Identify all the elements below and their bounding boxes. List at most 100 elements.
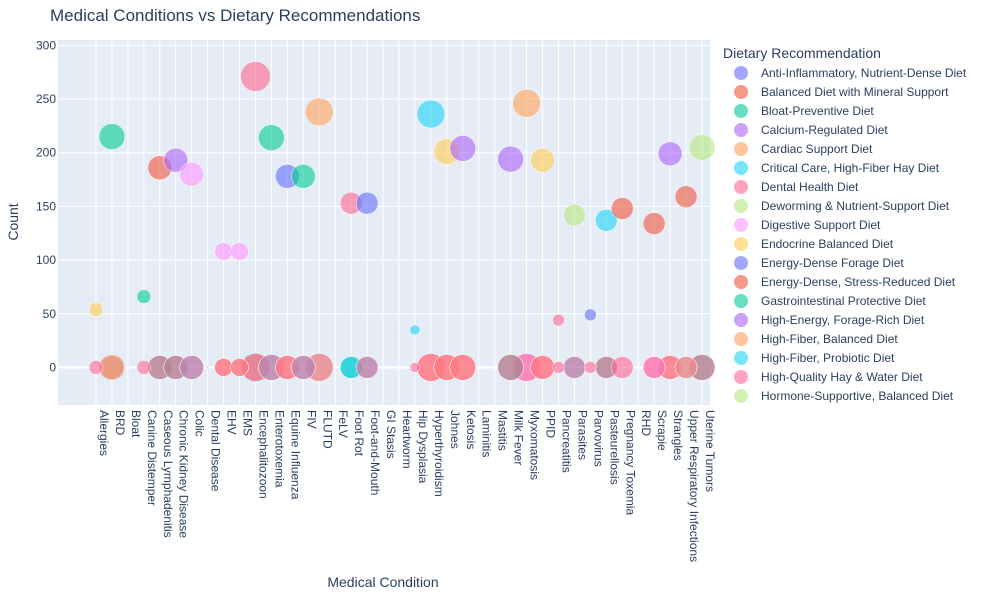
data-point[interactable]: [497, 145, 524, 173]
legend-item[interactable]: Calcium-Regulated Diet: [734, 123, 888, 137]
legend-item[interactable]: High-Quality Hay & Water Diet: [734, 370, 923, 384]
data-point[interactable]: [291, 355, 316, 380]
legend-item[interactable]: Critical Care, High-Fiber Hay Diet: [734, 161, 940, 175]
x-tick-label: Parvovirus: [591, 410, 605, 467]
data-point[interactable]: [230, 242, 249, 261]
legend-item[interactable]: Digestive Support Diet: [734, 218, 881, 232]
data-point[interactable]: [88, 302, 104, 317]
data-point[interactable]: [611, 356, 634, 379]
data-point[interactable]: [206, 366, 209, 369]
legend-item[interactable]: High-Fiber, Probiotic Diet: [734, 351, 895, 365]
x-tick-label: Equine Influenza: [288, 410, 302, 500]
legend-marker: [734, 123, 748, 137]
legend[interactable]: Anti-Inflammatory, Nutrient-Dense Diet Ba…: [734, 66, 967, 403]
legend-label: Energy-Dense Forage Diet: [761, 256, 904, 270]
data-point[interactable]: [642, 356, 666, 379]
data-point[interactable]: [563, 203, 586, 227]
data-point[interactable]: [240, 61, 271, 92]
x-axis-ticks: Allergies BRD Bloat Canine Distemper Caseous…: [97, 410, 717, 562]
x-axis-title: Medical Condition: [327, 574, 438, 590]
data-point[interactable]: [214, 242, 233, 261]
x-tick-label: Uterine Tumors: [703, 410, 717, 492]
data-point[interactable]: [355, 356, 379, 379]
data-point[interactable]: [163, 147, 188, 173]
legend-item[interactable]: Dental Health Diet: [734, 180, 859, 194]
legend-item[interactable]: Gastrointestinal Protective Diet: [734, 294, 926, 308]
data-point[interactable]: [642, 212, 666, 235]
data-point[interactable]: [305, 97, 334, 127]
x-tick-label: Parasites: [575, 410, 589, 460]
x-tick-label: Upper Respiratory Infections: [687, 410, 701, 562]
data-point[interactable]: [409, 324, 421, 336]
data-point[interactable]: [88, 360, 104, 375]
legend-label: Gastrointestinal Protective Diet: [761, 294, 926, 308]
x-tick-label: Foot Rot: [352, 410, 366, 457]
legend-marker: [734, 294, 748, 308]
data-point[interactable]: [179, 161, 204, 187]
x-tick-label: FLUTD: [320, 410, 334, 449]
data-point[interactable]: [512, 89, 541, 118]
x-tick-label: Hip Dysplasia: [416, 410, 430, 484]
data-point[interactable]: [563, 356, 586, 379]
data-point[interactable]: [355, 191, 379, 215]
data-point[interactable]: [584, 361, 597, 374]
legend-item[interactable]: Hormone-Supportive, Balanced Diet: [734, 389, 954, 403]
legend-item[interactable]: High-Fiber, Balanced Diet: [734, 332, 898, 346]
data-point[interactable]: [214, 358, 233, 377]
legend-label: Anti-Inflammatory, Nutrient-Dense Diet: [761, 66, 967, 80]
legend-item[interactable]: Deworming & Nutrient-Support Diet: [734, 199, 950, 213]
x-tick-label: Bloat: [129, 410, 143, 438]
data-point[interactable]: [584, 308, 597, 322]
legend-item[interactable]: High-Energy, Forage-Rich Diet: [734, 313, 925, 327]
data-point[interactable]: [497, 354, 524, 381]
data-point[interactable]: [530, 355, 555, 380]
legend-item[interactable]: Endocrine Balanced Diet: [734, 237, 894, 251]
legend-label: Balanced Diet with Mineral Support: [761, 85, 949, 99]
data-point[interactable]: [136, 289, 152, 304]
legend-marker: [734, 199, 748, 213]
data-point[interactable]: [291, 164, 316, 189]
legend-label: High-Fiber, Balanced Diet: [761, 332, 898, 346]
legend-marker: [734, 275, 748, 289]
y-tick-label: 300: [36, 38, 56, 52]
data-point[interactable]: [688, 134, 716, 161]
data-point[interactable]: [595, 209, 618, 232]
data-point[interactable]: [99, 355, 125, 380]
data-point[interactable]: [258, 124, 285, 151]
data-points: [88, 61, 716, 383]
legend-marker: [734, 142, 748, 156]
data-point[interactable]: [657, 141, 683, 167]
data-point[interactable]: [230, 358, 249, 377]
data-point[interactable]: [449, 135, 477, 162]
y-tick-label: 150: [36, 199, 56, 213]
data-point[interactable]: [530, 147, 555, 173]
legend-title: Dietary Recommendation: [723, 45, 881, 61]
legend-item[interactable]: Energy-Dense Forage Diet: [734, 256, 904, 270]
data-point[interactable]: [136, 360, 152, 375]
data-point[interactable]: [611, 197, 634, 220]
legend-marker: [734, 237, 748, 251]
data-point[interactable]: [449, 354, 477, 381]
data-point[interactable]: [179, 355, 204, 380]
data-point[interactable]: [552, 361, 565, 374]
data-point[interactable]: [674, 185, 698, 208]
x-tick-label: Mastitis: [496, 410, 510, 451]
legend-item[interactable]: Energy-Dense, Stress-Reduced Diet: [734, 275, 956, 289]
data-point[interactable]: [409, 362, 421, 373]
legend-label: Bloat-Preventive Diet: [761, 104, 874, 118]
x-tick-label: Enterotoxemia: [272, 410, 286, 488]
legend-item[interactable]: Cardiac Support Diet: [734, 142, 873, 156]
data-point[interactable]: [552, 313, 565, 327]
data-point[interactable]: [674, 356, 698, 379]
legend-item[interactable]: Balanced Diet with Mineral Support: [734, 85, 949, 99]
legend-label: Digestive Support Diet: [761, 218, 881, 232]
data-point[interactable]: [416, 99, 446, 129]
y-tick-label: 50: [43, 307, 57, 321]
data-point[interactable]: [98, 123, 126, 150]
x-tick-label: BRD: [113, 410, 127, 436]
legend-item[interactable]: Bloat-Preventive Diet: [734, 104, 874, 118]
legend-label: Critical Care, High-Fiber Hay Diet: [761, 161, 940, 175]
legend-item[interactable]: Anti-Inflammatory, Nutrient-Dense Diet: [734, 66, 967, 80]
